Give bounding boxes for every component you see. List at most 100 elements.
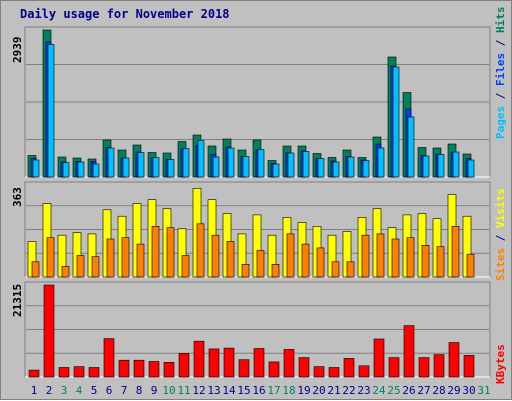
day-label-11: 11 xyxy=(177,384,190,397)
bar-kbytes-day-22 xyxy=(343,358,355,378)
bar-pages-day-27 xyxy=(422,155,430,178)
bar-sites-day-25 xyxy=(391,238,400,278)
bar-kbytes-day-1 xyxy=(28,369,40,378)
bar-pages-day-7 xyxy=(122,157,130,178)
bar-kbytes-day-14 xyxy=(223,347,235,378)
chart-title: Daily usage for November 2018 xyxy=(20,7,230,21)
day-label-2: 2 xyxy=(46,384,53,397)
y-max-label-bottom: 21315 xyxy=(11,283,24,317)
legend-kbytes: KBytes xyxy=(494,344,507,384)
bar-sites-day-3 xyxy=(61,266,70,278)
day-label-1: 1 xyxy=(31,384,38,397)
day-label-21: 21 xyxy=(327,384,340,397)
bar-kbytes-day-15 xyxy=(238,359,250,378)
legend-text-top-1: / xyxy=(494,86,507,106)
bar-pages-day-30 xyxy=(467,159,475,178)
bar-kbytes-day-16 xyxy=(253,348,265,378)
day-label-19: 19 xyxy=(297,384,310,397)
bar-kbytes-day-7 xyxy=(118,359,130,378)
bar-pages-day-1 xyxy=(32,159,40,178)
bar-pages-day-14 xyxy=(227,147,235,178)
bar-kbytes-day-11 xyxy=(178,352,190,378)
bar-pages-day-2 xyxy=(47,44,55,178)
bar-pages-day-16 xyxy=(257,149,265,178)
bar-kbytes-day-27 xyxy=(418,357,430,378)
bar-pages-day-4 xyxy=(77,161,85,178)
bar-pages-day-22 xyxy=(347,156,355,178)
day-label-5: 5 xyxy=(91,384,98,397)
bar-pages-day-10 xyxy=(167,159,175,178)
legend-text-bot-0: KBytes xyxy=(494,344,507,384)
legend-text-mid-1: / xyxy=(494,228,507,248)
legend-text-mid-0: Sites xyxy=(494,247,507,281)
bar-kbytes-day-20 xyxy=(313,366,325,378)
bar-pages-day-17 xyxy=(272,163,280,178)
day-label-7: 7 xyxy=(121,384,128,397)
bar-pages-day-15 xyxy=(242,156,250,178)
legend-text-top-2: Files xyxy=(494,52,507,86)
bar-pages-day-25 xyxy=(392,66,400,178)
day-label-23: 23 xyxy=(357,384,370,397)
bar-sites-day-8 xyxy=(136,243,145,278)
legend-text-top-0: Pages xyxy=(494,105,507,139)
day-label-8: 8 xyxy=(136,384,143,397)
bar-sites-day-13 xyxy=(211,234,220,278)
day-label-30: 30 xyxy=(462,384,475,397)
legend-text-top-4: Hits xyxy=(494,6,507,34)
bar-kbytes-day-26 xyxy=(403,325,415,378)
bar-sites-day-28 xyxy=(436,246,445,278)
day-label-9: 9 xyxy=(151,384,158,397)
day-label-24: 24 xyxy=(372,384,386,397)
bar-pages-day-29 xyxy=(452,151,460,178)
day-label-26: 26 xyxy=(402,384,415,397)
bar-sites-day-20 xyxy=(316,247,325,278)
bar-sites-day-29 xyxy=(451,226,460,278)
bar-kbytes-day-19 xyxy=(298,357,310,378)
y-max-label-middle: 363 xyxy=(11,187,24,207)
bar-sites-day-17 xyxy=(271,263,280,278)
bar-sites-day-30 xyxy=(466,253,475,278)
bar-sites-day-22 xyxy=(346,261,355,278)
bar-kbytes-day-5 xyxy=(88,367,100,378)
bar-kbytes-day-2 xyxy=(43,284,55,378)
bar-pages-day-26 xyxy=(407,116,415,178)
bar-sites-day-7 xyxy=(121,237,130,278)
day-label-25: 25 xyxy=(387,384,400,397)
bar-pages-day-24 xyxy=(377,147,385,178)
bar-kbytes-day-12 xyxy=(193,340,205,378)
bar-pages-day-21 xyxy=(332,161,340,178)
day-label-6: 6 xyxy=(106,384,113,397)
day-label-17: 17 xyxy=(267,384,280,397)
bar-kbytes-day-21 xyxy=(328,367,340,378)
legend-pages-files-hits: Pages / Files / Hits xyxy=(494,7,507,140)
bar-sites-day-27 xyxy=(421,245,430,278)
bar-sites-day-19 xyxy=(301,243,310,278)
bar-sites-day-9 xyxy=(151,226,160,278)
legend-text-mid-2: Visits xyxy=(494,188,507,228)
bar-sites-day-21 xyxy=(331,261,340,278)
bar-sites-day-1 xyxy=(31,261,40,278)
bar-pages-day-18 xyxy=(287,152,295,178)
day-label-16: 16 xyxy=(252,384,265,397)
bar-sites-day-5 xyxy=(91,256,100,278)
day-label-31: 31 xyxy=(477,384,490,397)
bar-pages-day-11 xyxy=(182,148,190,178)
bar-kbytes-day-29 xyxy=(448,342,460,378)
bar-kbytes-day-17 xyxy=(268,361,280,378)
bar-pages-day-28 xyxy=(437,154,445,178)
bar-sites-day-4 xyxy=(76,255,85,278)
day-label-18: 18 xyxy=(282,384,295,397)
bar-sites-day-10 xyxy=(166,227,175,278)
bar-sites-day-2 xyxy=(46,237,55,278)
day-label-20: 20 xyxy=(312,384,325,397)
bar-sites-day-14 xyxy=(226,241,235,278)
bar-sites-day-6 xyxy=(106,238,115,278)
bar-kbytes-day-8 xyxy=(133,359,145,378)
bar-pages-day-12 xyxy=(197,140,205,178)
day-label-15: 15 xyxy=(237,384,250,397)
bar-sites-day-12 xyxy=(196,223,205,278)
bar-kbytes-day-23 xyxy=(358,365,370,378)
day-label-12: 12 xyxy=(192,384,205,397)
